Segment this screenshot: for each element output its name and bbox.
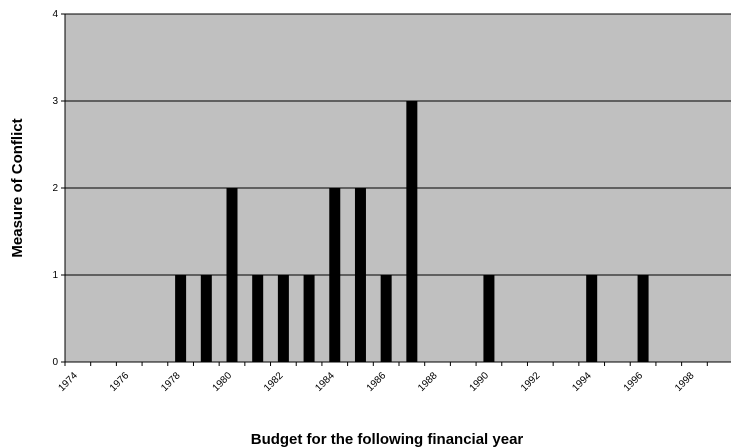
x-tick-label: 1990 xyxy=(468,370,492,394)
y-tick-label: 3 xyxy=(52,96,58,107)
bar-1985 xyxy=(354,188,366,362)
x-tick-label: 1996 xyxy=(622,370,646,394)
bar-1980 xyxy=(226,188,238,362)
bar-1981 xyxy=(252,275,264,362)
x-tick-label: 1992 xyxy=(519,370,543,394)
bars xyxy=(175,101,649,362)
x-tick-label: 1978 xyxy=(159,370,183,394)
x-tick-label: 1974 xyxy=(56,370,80,394)
y-axis-title: Measure of Conflict xyxy=(9,118,26,257)
x-tick-label: 1980 xyxy=(211,370,235,394)
y-tick-label: 1 xyxy=(52,270,58,281)
y-tick-label: 2 xyxy=(52,183,58,194)
x-tick-labels: 1974 1976 1978 1980 1982 1984 1986 1988 1990 1992… xyxy=(56,362,708,394)
bar-1996 xyxy=(637,275,649,362)
y-tick-labels: 0 1 2 3 4 xyxy=(52,9,65,368)
bar-1986 xyxy=(380,275,392,362)
x-tick-label: 1994 xyxy=(570,370,594,394)
x-tick-label: 1988 xyxy=(416,370,440,394)
x-tick-label: 1998 xyxy=(673,370,697,394)
bar-1984 xyxy=(329,188,341,362)
bar-1990 xyxy=(483,275,495,362)
y-tick-label: 0 xyxy=(52,357,58,368)
x-tick-label: 1976 xyxy=(108,370,132,394)
bar-1982 xyxy=(277,275,289,362)
x-tick-label: 1982 xyxy=(262,370,286,394)
bar-1994 xyxy=(586,275,598,362)
x-tick-label: 1986 xyxy=(365,370,389,394)
bar-1983 xyxy=(303,275,315,362)
bar-1987 xyxy=(406,101,418,362)
bar-1979 xyxy=(200,275,212,362)
bar-1978 xyxy=(175,275,187,362)
x-axis-title: Budget for the following financial year xyxy=(251,431,524,448)
y-tick-label: 4 xyxy=(52,9,58,20)
x-tick-label: 1984 xyxy=(313,370,337,394)
